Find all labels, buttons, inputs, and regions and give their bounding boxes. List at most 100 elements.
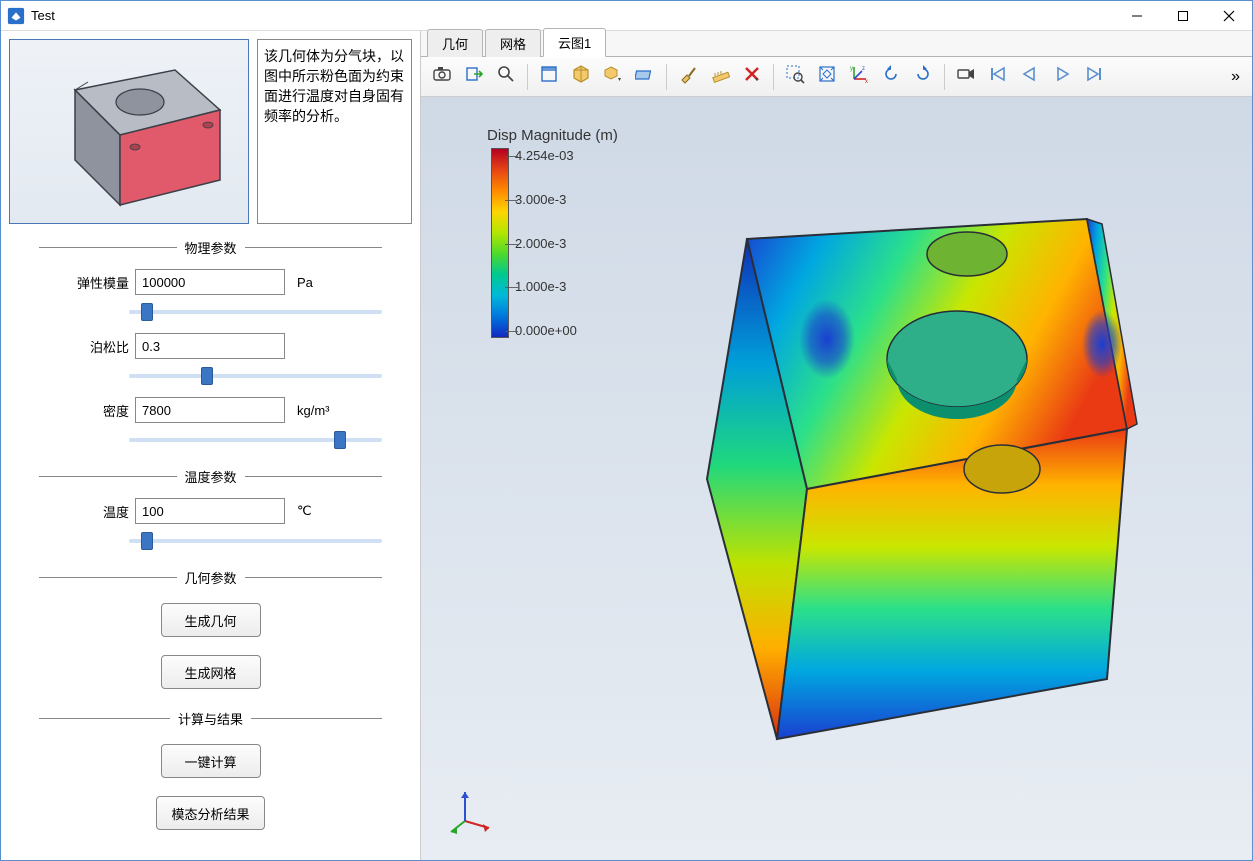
group-compute-label: 计算与结果 [170, 709, 251, 728]
thumbnail-block-icon [10, 40, 250, 225]
group-geometry: 几何参数 [39, 568, 382, 587]
tab-bar: 几何网格云图1 [421, 31, 1252, 57]
side-panel: 该几何体为分气块，以图中所示粉色面为约束面进行温度对自身固有频率的分析。 物理参… [1, 31, 421, 860]
window-title: Test [31, 8, 1114, 23]
toolbar-separator [944, 64, 945, 90]
main-panel: 几何网格云图1 xyz » Disp Magnitude (m) 4.254e-0… [421, 31, 1252, 860]
plane-button[interactable] [630, 62, 660, 92]
play-icon [1052, 64, 1072, 89]
step-forward-button[interactable] [1079, 62, 1109, 92]
camera-button[interactable] [427, 62, 457, 92]
param-elastic-modulus: 弹性模量 Pa [9, 267, 412, 295]
delete-x-button[interactable] [737, 62, 767, 92]
legend-tick-0: 4.254e-03 [515, 148, 577, 163]
elastic-modulus-input[interactable] [135, 269, 285, 295]
camera-icon [432, 64, 452, 89]
zoom-select-icon [785, 64, 805, 89]
group-geometry-label: 几何参数 [177, 568, 245, 587]
export-icon [464, 64, 484, 89]
magnifier-button[interactable] [491, 62, 521, 92]
density-input[interactable] [135, 397, 285, 423]
rotate-ccw-button[interactable] [876, 62, 906, 92]
step-back-button[interactable] [1015, 62, 1045, 92]
tab-2[interactable]: 云图1 [543, 28, 606, 57]
generate-geometry-button[interactable]: 生成几何 [161, 603, 261, 637]
rotate-ccw-icon [881, 64, 901, 89]
temperature-slider[interactable] [129, 539, 382, 543]
cube-orient-icon [571, 64, 591, 89]
titlebar: Test [1, 1, 1252, 31]
legend-title: Disp Magnitude (m) [487, 127, 618, 144]
brush-button[interactable] [673, 62, 703, 92]
orientation-triad-icon [445, 786, 495, 836]
group-physical-label: 物理参数 [177, 238, 245, 257]
poisson-ratio-input[interactable] [135, 333, 285, 359]
svg-text:z: z [862, 66, 865, 72]
tab-0[interactable]: 几何 [427, 29, 483, 57]
cube-dropdown-icon [603, 64, 623, 89]
play-button[interactable] [1047, 62, 1077, 92]
step-back-icon [1020, 64, 1040, 89]
ruler-button[interactable] [705, 62, 735, 92]
fit-view-button[interactable] [812, 62, 842, 92]
magnifier-icon [496, 64, 516, 89]
toolbar-separator [527, 64, 528, 90]
param-density: 密度 kg/m³ [9, 395, 412, 423]
group-temperature-label: 温度参数 [177, 467, 245, 486]
plane-icon [635, 64, 655, 89]
param-density-label: 密度 [69, 401, 129, 420]
param-temperature: 温度 ℃ [9, 496, 412, 524]
one-click-compute-button[interactable]: 一键计算 [161, 744, 261, 778]
record-button[interactable] [951, 62, 981, 92]
param-poisson-ratio: 泊松比 [9, 331, 412, 359]
brush-icon [678, 64, 698, 89]
toolbar-overflow-button[interactable]: » [1225, 68, 1246, 86]
rewind-start-icon [988, 64, 1008, 89]
elastic-modulus-unit: Pa [291, 275, 341, 290]
generate-mesh-button[interactable]: 生成网格 [161, 655, 261, 689]
close-button[interactable] [1206, 1, 1252, 30]
cube-dropdown-button[interactable] [598, 62, 628, 92]
tab-1[interactable]: 网格 [485, 29, 541, 57]
ruler-icon [710, 64, 730, 89]
axes-button[interactable]: xyz [844, 62, 874, 92]
viewport-toolbar: xyz » [421, 57, 1252, 97]
zoom-select-button[interactable] [780, 62, 810, 92]
group-physical: 物理参数 [39, 238, 382, 257]
toolbar-separator [666, 64, 667, 90]
app-icon [7, 7, 25, 25]
elastic-modulus-slider[interactable] [129, 310, 382, 314]
fit-view-icon [817, 64, 837, 89]
app-window: Test [0, 0, 1253, 861]
temperature-input[interactable] [135, 498, 285, 524]
description-box: 该几何体为分气块，以图中所示粉色面为约束面进行温度对自身固有频率的分析。 [257, 39, 412, 224]
cube-orient-button[interactable] [566, 62, 596, 92]
poisson-ratio-slider[interactable] [129, 374, 382, 378]
viewport[interactable]: Disp Magnitude (m) 4.254e-033.000e-32.00… [421, 97, 1252, 860]
select-window-icon [539, 64, 559, 89]
density-slider[interactable] [129, 438, 382, 442]
density-unit: kg/m³ [291, 403, 341, 418]
fem-result-model [527, 179, 1147, 779]
maximize-icon [1177, 10, 1189, 22]
maximize-button[interactable] [1160, 1, 1206, 30]
window-controls [1114, 1, 1252, 30]
axes-icon: xyz [849, 64, 869, 89]
select-window-button[interactable] [534, 62, 564, 92]
step-forward-icon [1084, 64, 1104, 89]
svg-text:x: x [865, 79, 868, 84]
close-icon [1223, 10, 1235, 22]
thumbnail-view[interactable] [9, 39, 249, 224]
param-elastic-modulus-label: 弹性模量 [69, 273, 129, 292]
window-body: 该几何体为分气块，以图中所示粉色面为约束面进行温度对自身固有频率的分析。 物理参… [1, 31, 1252, 860]
param-poisson-ratio-label: 泊松比 [69, 337, 129, 356]
rewind-start-button[interactable] [983, 62, 1013, 92]
modal-results-button[interactable]: 模态分析结果 [156, 796, 264, 830]
delete-x-icon [742, 64, 762, 89]
export-button[interactable] [459, 62, 489, 92]
minimize-icon [1131, 10, 1143, 22]
group-temperature: 温度参数 [39, 467, 382, 486]
record-icon [956, 64, 976, 89]
minimize-button[interactable] [1114, 1, 1160, 30]
rotate-cw-button[interactable] [908, 62, 938, 92]
